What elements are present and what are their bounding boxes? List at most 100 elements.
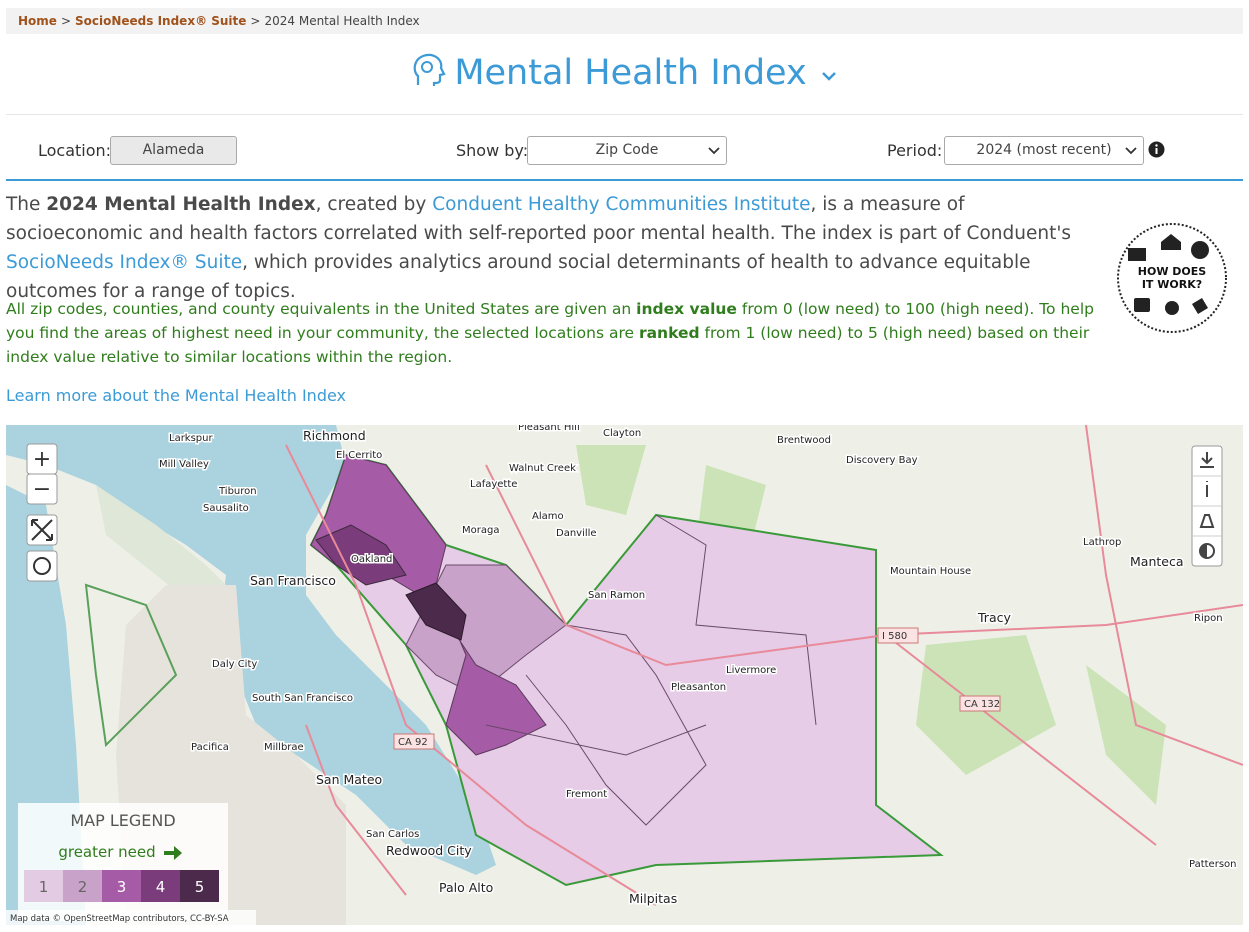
badge-line: HOW DOES <box>1138 265 1207 278</box>
road-shield <box>393 733 435 750</box>
legend-swatch <box>102 870 141 902</box>
place-label: San Francisco <box>250 573 336 588</box>
road-shield <box>877 627 919 644</box>
place-label: Moraga <box>462 525 499 536</box>
legend-swatch <box>24 870 63 902</box>
text-run: ranked <box>638 324 700 342</box>
place-label: Clayton <box>603 428 641 439</box>
place-label: Danville <box>556 528 597 539</box>
place-label: Ripon <box>1194 613 1223 624</box>
legend-level-label: 4 <box>156 878 166 896</box>
section-rule <box>6 179 1243 181</box>
show-by-value: Zip Code <box>595 142 659 158</box>
zoom-symbol: + <box>33 447 51 472</box>
place-label: Mill Valley <box>159 459 209 470</box>
road-label: I 580 <box>882 631 907 642</box>
select-chevron <box>1125 147 1137 155</box>
legend-swatch <box>63 870 102 902</box>
text-run: The <box>6 194 47 215</box>
place-label: Redwood City <box>386 843 472 858</box>
text-run: index value <box>636 300 737 318</box>
text-run: 2024 Mental Health Index <box>46 194 316 215</box>
text-run: , created by <box>315 194 433 215</box>
period-select[interactable]: 2024 (most recent) <box>944 136 1144 165</box>
text-run: , which provides analytics around social… <box>6 252 1031 302</box>
location-label: Location: <box>38 141 112 160</box>
legend-swatch <box>141 870 180 902</box>
title-text: Mental Health Index <box>454 53 807 93</box>
place-label: Palo Alto <box>439 880 493 895</box>
place-label: Pleasanton <box>671 682 726 693</box>
intro-paragraph: The 2024 Mental Health Index, created by… <box>6 190 1096 306</box>
place-label: Sausalito <box>203 503 249 514</box>
place-label: Discovery Bay <box>846 455 918 466</box>
map-attribution: Map data © OpenStreetMap contributors, C… <box>10 914 229 924</box>
place-label: San Mateo <box>316 772 382 787</box>
fullscreen-icon <box>31 519 53 541</box>
map[interactable]: Richmond El Cerrito Larkspur Mill Valley Tib… <box>6 425 1243 925</box>
legend-level-label: 2 <box>78 878 88 896</box>
place-label: Pacifica <box>191 742 229 753</box>
place-label: Millbrae <box>264 742 304 753</box>
breadcrumb-separator: > <box>60 14 71 28</box>
select-chevron <box>708 147 720 155</box>
badge-line: IT WORK? <box>1142 278 1202 291</box>
place-label: Pleasant Hill <box>518 425 580 433</box>
zoom-symbol: − <box>33 477 51 502</box>
place-label: San Ramon <box>588 590 645 601</box>
place-label: Daly City <box>212 659 257 670</box>
road-label: CA 92 <box>398 737 428 748</box>
legend-direction: greater need <box>58 843 155 861</box>
how-it-works-badge[interactable]: HOW DOES IT WORK? <box>1116 222 1228 334</box>
learn-more-link[interactable]: Learn more about the Mental Health Index <box>6 386 346 405</box>
show-by-select[interactable]: Zip Code <box>527 136 727 165</box>
place-label: Walnut Creek <box>509 463 576 474</box>
text-link[interactable]: Conduent Healthy Communities Institute <box>432 194 811 215</box>
breadcrumb-item[interactable]: Home <box>18 14 57 28</box>
brain-icon <box>413 53 446 86</box>
breadcrumb-item[interactable]: SocioNeeds Index® Suite <box>75 14 247 28</box>
place-label: Oakland <box>351 554 392 565</box>
place-label: Milpitas <box>629 891 677 906</box>
period-label: Period: <box>887 141 943 160</box>
info-icon[interactable] <box>1148 141 1165 158</box>
place-label: Patterson <box>1189 859 1236 870</box>
place-label: Fremont <box>566 789 607 800</box>
title-chevron[interactable] <box>819 66 839 86</box>
legend-arrow <box>164 846 182 860</box>
location-field[interactable]: Alameda <box>110 136 237 165</box>
contrast-half <box>1200 544 1207 558</box>
locate-icon <box>33 557 51 575</box>
place-label: Tracy <box>977 610 1011 625</box>
place-label: Livermore <box>726 665 776 676</box>
place-label: Lafayette <box>470 479 517 490</box>
locate-button[interactable] <box>26 550 58 582</box>
place-label: Manteca <box>1130 554 1184 569</box>
breadcrumb-item: 2024 Mental Health Index <box>264 14 420 28</box>
text-link[interactable]: SocioNeeds Index® Suite <box>6 252 243 273</box>
place-label: Brentwood <box>777 435 831 446</box>
toolbar-icons <box>1199 452 1215 528</box>
place-label: South San Francisco <box>252 693 353 704</box>
place-label: Tiburon <box>218 486 257 497</box>
page-title[interactable]: Mental Health Index <box>0 52 1249 93</box>
show-by-label: Show by: <box>456 141 529 160</box>
divider <box>6 114 1243 115</box>
road-shield <box>959 695 1001 712</box>
place-label: Alamo <box>532 511 564 522</box>
breadcrumb: Home > SocioNeeds Index® Suite >2024 Mental… <box>6 8 1243 34</box>
text-run: from 0 (low need) to 100 (high need). To… <box>6 300 1094 342</box>
place-label: Lathrop <box>1083 537 1121 548</box>
period-value: 2024 (most recent) <box>976 142 1112 158</box>
detail-paragraph: All zip codes, counties, and county equi… <box>6 297 1106 369</box>
breadcrumb-separator: > <box>250 14 261 28</box>
text-run: All zip codes, counties, and county equi… <box>6 300 637 318</box>
place-label: San Carlos <box>366 829 419 840</box>
attribution-bg <box>6 910 256 925</box>
road-label: CA 132 <box>964 699 1000 710</box>
place-label: Mountain House <box>890 566 971 577</box>
text-run: from 1 (low need) to 5 (high need) based… <box>6 324 1090 366</box>
legend-level-label: 1 <box>39 878 49 896</box>
text-run: , is a measure of socioeconomic and heal… <box>6 194 1072 244</box>
zoom-out-button[interactable] <box>26 473 58 505</box>
